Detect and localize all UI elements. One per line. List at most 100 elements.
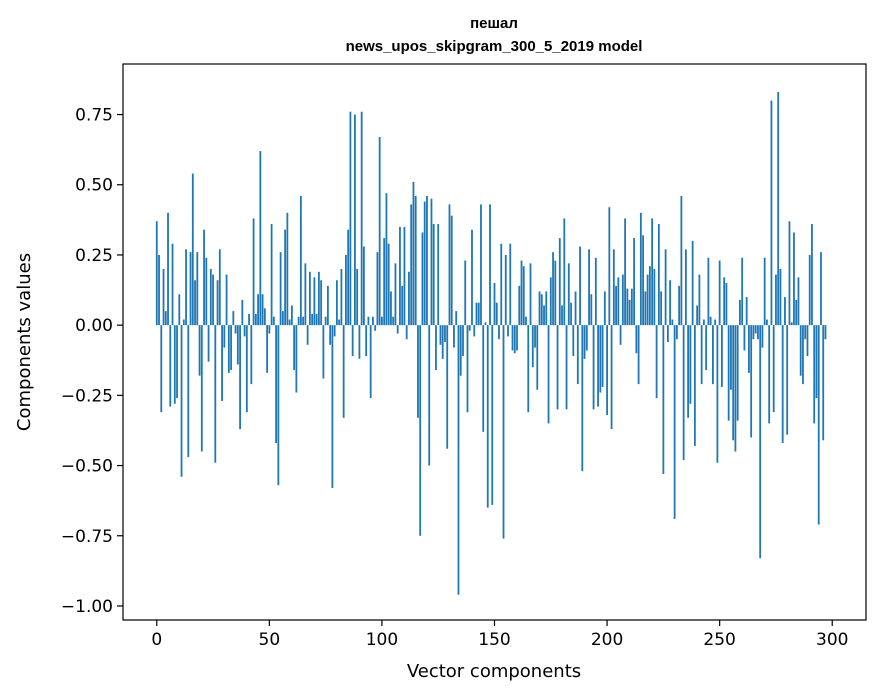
bar-36 — [236, 325, 239, 365]
bar-77 — [329, 325, 332, 345]
bar-115 — [414, 195, 417, 326]
bar-87 — [351, 325, 354, 357]
bar-44 — [254, 313, 257, 326]
bar-183 — [567, 263, 570, 326]
bar-106 — [394, 263, 397, 326]
bar-259 — [739, 299, 741, 326]
bar-154 — [502, 325, 505, 539]
bar-84 — [345, 254, 347, 326]
bar-108 — [399, 226, 401, 326]
bar-82 — [340, 268, 343, 326]
bar-80 — [335, 280, 338, 326]
bar-209 — [626, 288, 629, 326]
bar-73 — [320, 280, 323, 326]
bar-110 — [403, 226, 406, 326]
bar-193 — [590, 294, 593, 326]
bar-116 — [417, 325, 419, 418]
bar-276 — [777, 92, 780, 326]
bar-109 — [401, 285, 404, 326]
bar-194 — [592, 325, 595, 410]
bar-74 — [322, 325, 325, 379]
bar-125 — [437, 224, 440, 326]
bar-12 — [182, 319, 185, 326]
y-tick-label: −0.75 — [61, 527, 113, 547]
bar-45 — [257, 294, 259, 326]
bar-150 — [493, 283, 496, 326]
bar-76 — [326, 285, 329, 326]
bar-229 — [671, 319, 674, 326]
bar-263 — [748, 325, 750, 373]
bar-65 — [302, 316, 305, 326]
bar-113 — [410, 204, 413, 326]
bar-287 — [802, 325, 804, 385]
bar-264 — [750, 325, 753, 438]
bar-107 — [396, 325, 399, 334]
bar-270 — [763, 257, 766, 326]
bar-23 — [207, 325, 210, 362]
bar-19 — [198, 325, 201, 376]
bar-195 — [594, 257, 597, 326]
bar-163 — [522, 266, 525, 326]
bar-123 — [432, 224, 435, 326]
bar-9 — [176, 325, 178, 399]
bar-52 — [272, 316, 275, 326]
bar-66 — [304, 263, 307, 326]
bar-176 — [552, 252, 554, 326]
bar-181 — [563, 218, 566, 326]
y-tick-label: 0.00 — [75, 316, 113, 336]
bar-179 — [558, 238, 561, 326]
bar-94 — [367, 316, 370, 326]
bar-79 — [333, 325, 336, 337]
bar-38 — [241, 299, 244, 326]
bar-41 — [248, 313, 250, 326]
bar-277 — [779, 268, 782, 326]
bar-184 — [570, 302, 572, 326]
bar-0 — [155, 221, 158, 326]
bar-260 — [741, 257, 744, 326]
chart-title-line1: пешал — [470, 15, 518, 32]
bar-129 — [446, 325, 449, 449]
bar-192 — [588, 249, 590, 326]
bar-258 — [736, 325, 739, 421]
bar-6 — [169, 325, 172, 407]
bar-37 — [239, 325, 241, 430]
bar-159 — [513, 325, 516, 354]
bar-134 — [457, 325, 460, 595]
bar-47 — [261, 294, 264, 326]
bar-296 — [822, 325, 825, 441]
bar-199 — [603, 291, 606, 326]
y-tick-label: −1.00 — [61, 597, 113, 617]
bar-13 — [185, 249, 187, 326]
y-tick-label: −0.25 — [61, 386, 113, 406]
bar-225 — [662, 325, 665, 474]
bar-297 — [824, 325, 827, 340]
bar-211 — [630, 288, 633, 326]
bar-24 — [209, 268, 212, 326]
bar-26 — [214, 325, 217, 463]
bar-34 — [232, 311, 235, 326]
bar-265 — [752, 325, 755, 340]
x-tick-label: 0 — [151, 630, 162, 650]
bar-130 — [448, 204, 451, 326]
bar-291 — [811, 224, 813, 326]
bar-137 — [464, 260, 467, 326]
bar-122 — [430, 198, 433, 326]
bar-147 — [486, 325, 489, 508]
bar-233 — [680, 195, 683, 326]
bar-55 — [279, 252, 282, 326]
bar-155 — [504, 254, 507, 326]
bar-271 — [766, 319, 768, 326]
bar-262 — [745, 297, 748, 326]
bar-280 — [786, 325, 789, 435]
bar-206 — [619, 325, 622, 345]
bar-90 — [358, 325, 361, 359]
bar-157 — [509, 243, 512, 326]
bar-240 — [696, 305, 699, 326]
bar-204 — [615, 285, 617, 326]
x-tick-label: 250 — [703, 630, 735, 650]
bar-228 — [669, 280, 672, 326]
bar-274 — [772, 325, 775, 413]
bar-49 — [266, 325, 268, 373]
bar-28 — [218, 249, 221, 326]
bar-294 — [817, 325, 820, 525]
